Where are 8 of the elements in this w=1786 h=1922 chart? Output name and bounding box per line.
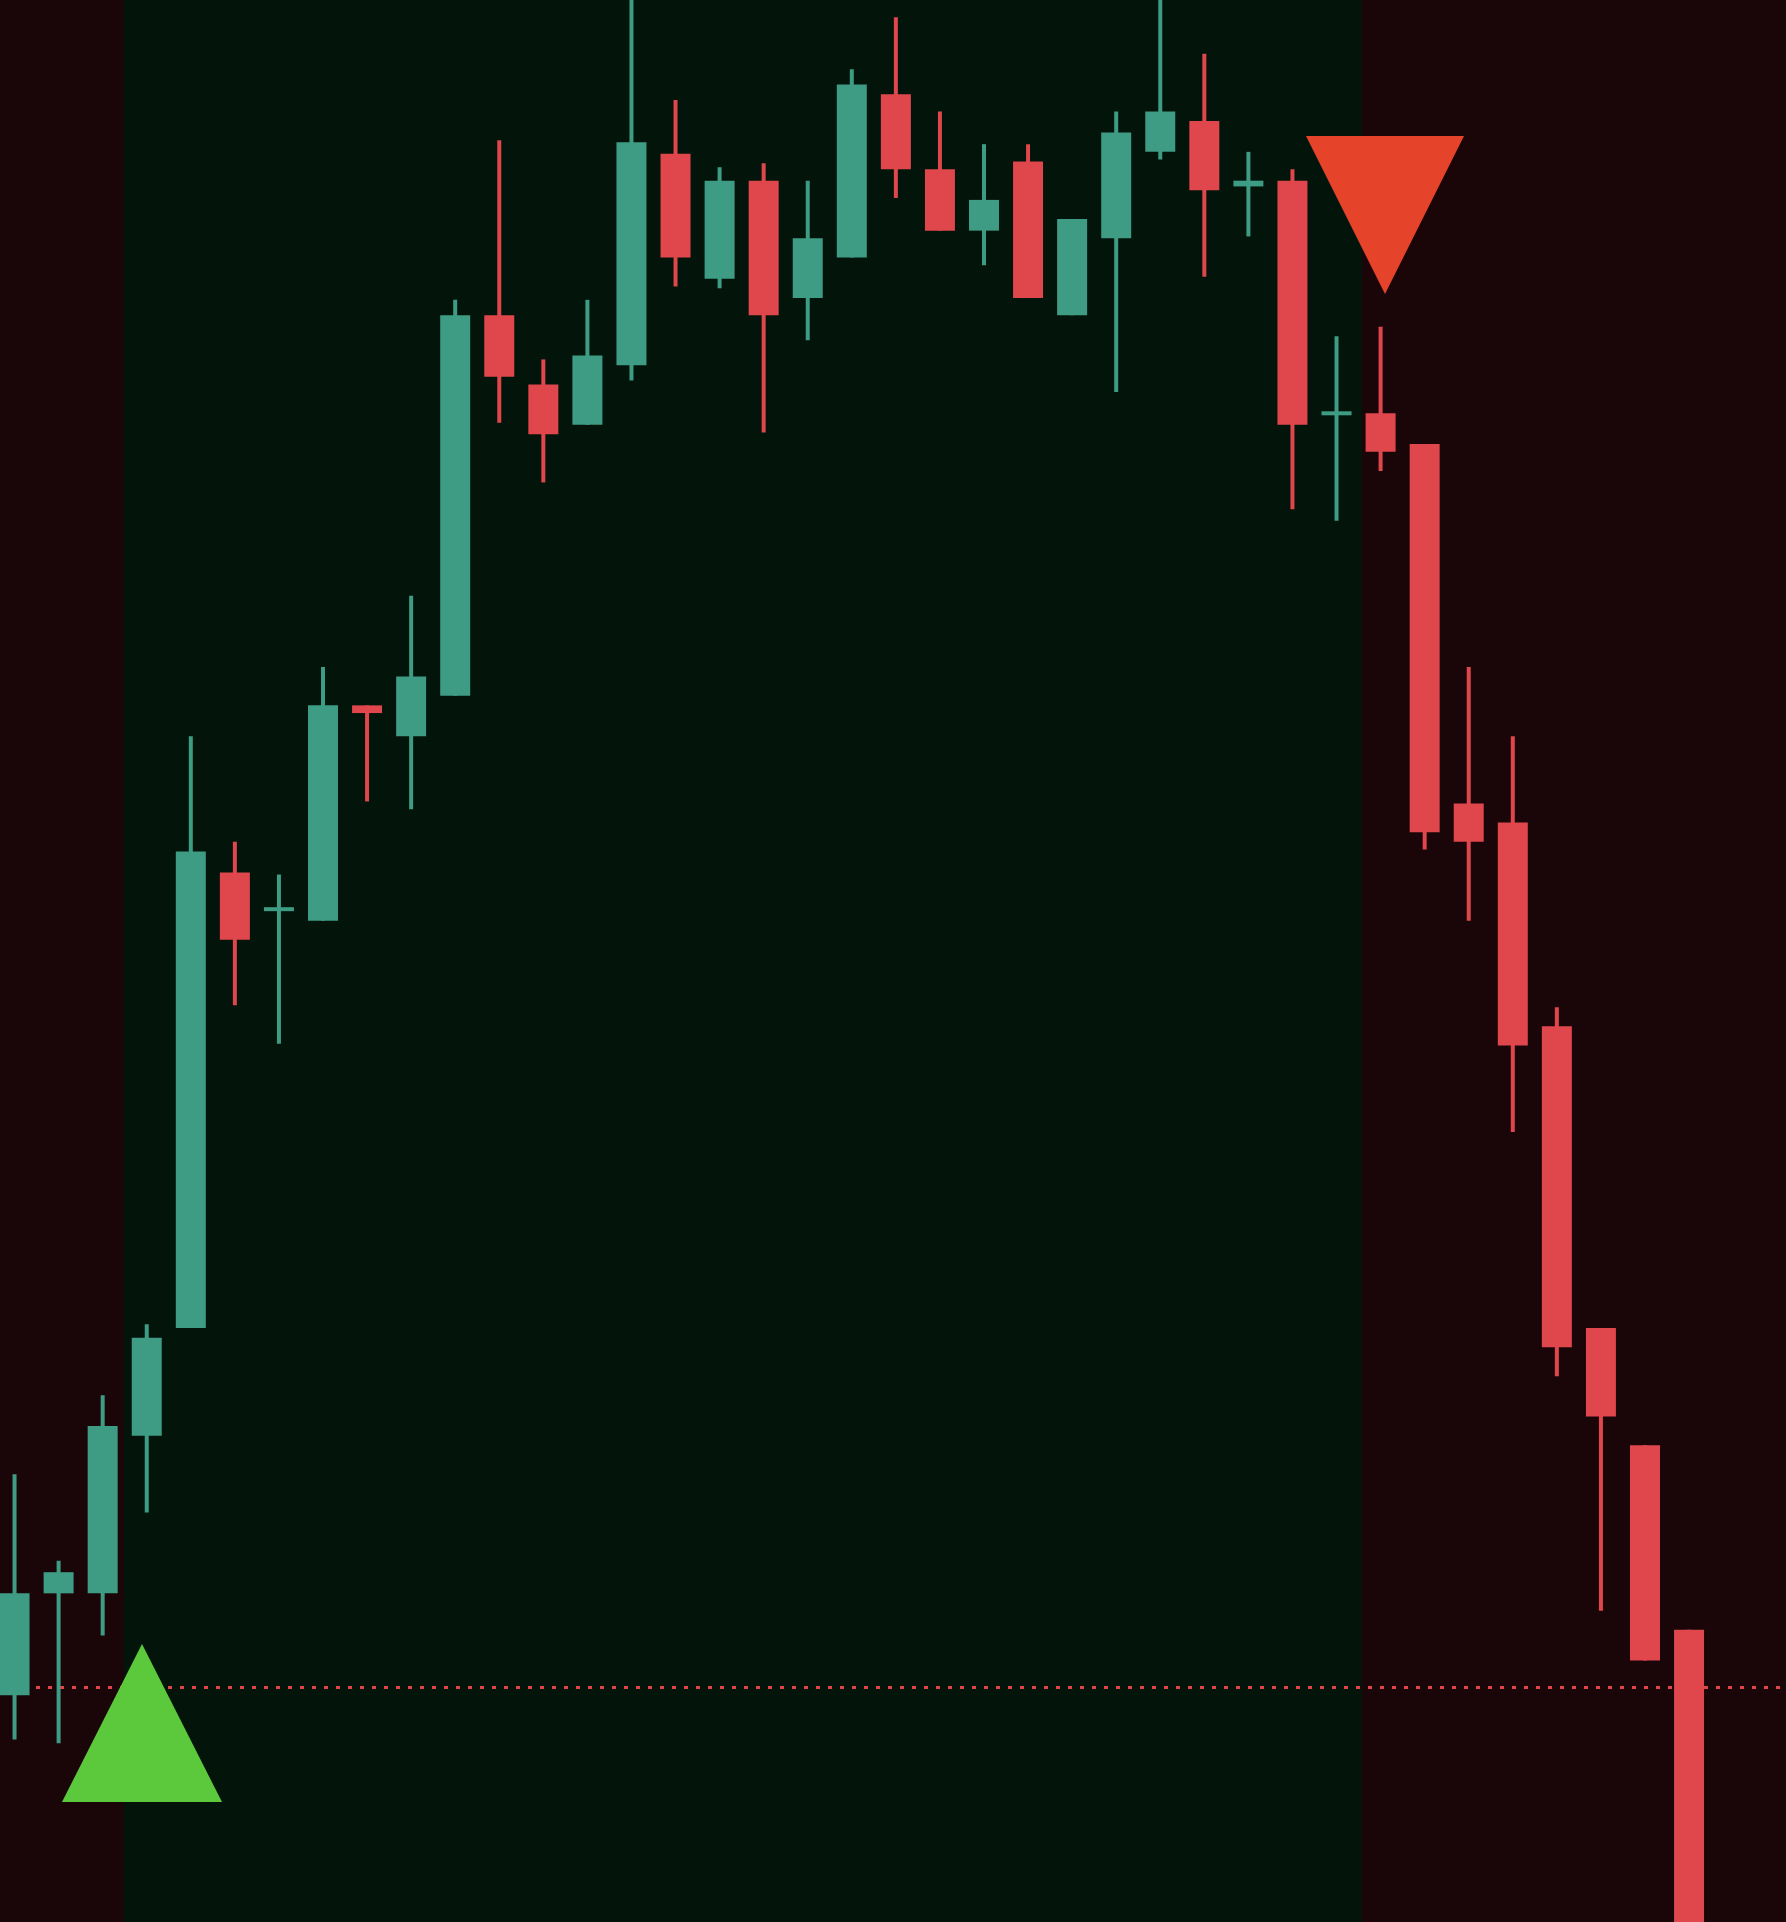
candlestick xyxy=(352,703,383,804)
candlestick xyxy=(1321,334,1352,523)
candlestick xyxy=(1365,324,1396,473)
candlestick xyxy=(263,872,294,1046)
candlestick xyxy=(1453,664,1484,923)
candlestick xyxy=(969,142,999,268)
candlestick xyxy=(43,1558,74,1746)
candlestick xyxy=(1145,0,1176,162)
